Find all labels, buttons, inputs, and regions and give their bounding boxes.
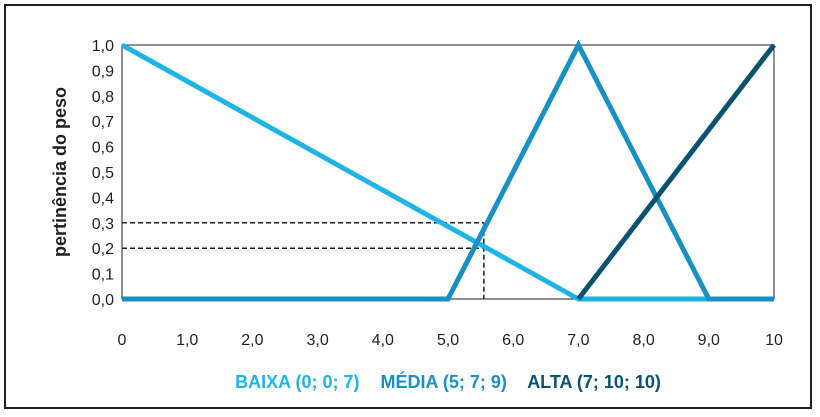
reference-lines	[122, 222, 485, 299]
legend: BAIXA (0; 0; 7) MÉDIA (5; 7; 9) ALTA (7;…	[235, 371, 661, 392]
y-tick-label: 0,6	[92, 140, 114, 157]
x-tick-label: 6,0	[502, 332, 524, 349]
x-tick-labels: 0 1,0 2,0 3,0 4,0 5,0 6,0 7,0 8,0 9,0 10	[118, 332, 783, 349]
x-tick-label: 4,0	[372, 332, 394, 349]
legend-entry-alta: ALTA (7; 10; 10)	[527, 372, 661, 392]
y-tick-label: 0,9	[92, 63, 114, 80]
y-tick-label: 0,2	[92, 241, 114, 258]
legend-entry-baixa: BAIXA (0; 0; 7)	[235, 372, 359, 392]
y-axis-label: pertinência do peso	[50, 87, 70, 257]
series-group	[120, 39, 776, 302]
x-tick-label: 2,0	[241, 332, 263, 349]
y-tick-label: 0,0	[92, 292, 114, 309]
series-line-media	[122, 39, 774, 302]
x-tick-label: 9,0	[698, 332, 720, 349]
y-tick-label: 0,5	[92, 165, 114, 182]
x-tick-label: 7,0	[567, 332, 589, 349]
y-tick-label: 0,3	[92, 216, 114, 233]
legend-entry-media: MÉDIA (5; 7; 9)	[381, 371, 507, 392]
series-line-alta	[576, 43, 776, 301]
y-tick-label: 0,4	[92, 190, 114, 207]
x-tick-label: 10	[765, 332, 783, 349]
x-tick-label: 5,0	[437, 332, 459, 349]
y-tick-label: 0,1	[92, 267, 114, 284]
x-tick-label: 3,0	[306, 332, 328, 349]
x-tick-label: 0	[118, 332, 127, 349]
y-tick-label: 0,7	[92, 114, 114, 131]
x-tick-label: 8,0	[632, 332, 654, 349]
y-tick-labels: 0,0 0,1 0,2 0,3 0,4 0,5 0,6 0,7 0,8 0,9 1,0	[92, 38, 114, 309]
y-tick-label: 1,0	[92, 38, 114, 55]
x-tick-label: 1,0	[176, 332, 198, 349]
y-tick-label: 0,8	[92, 89, 114, 106]
